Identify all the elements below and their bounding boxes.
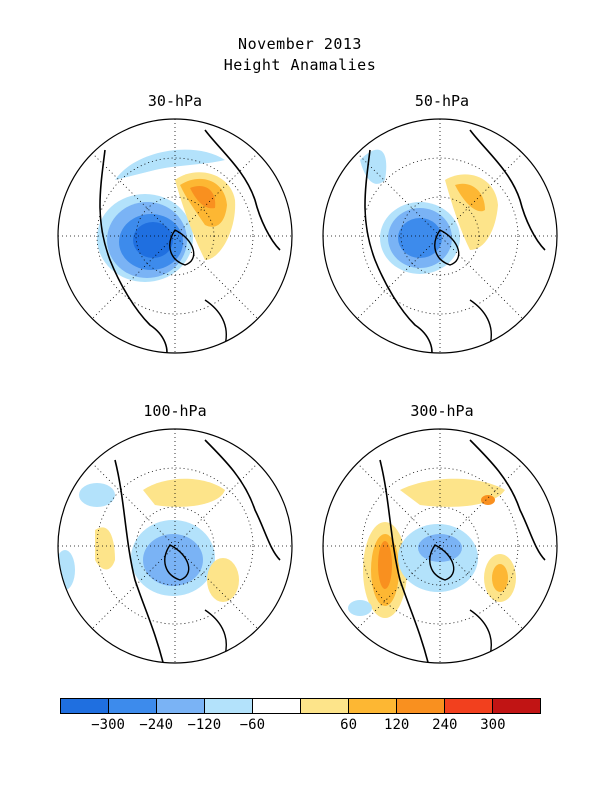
colorbar-segment [205, 699, 253, 713]
anomaly-fill [481, 495, 495, 505]
anomaly-fill [378, 541, 392, 589]
colorbar-tick-label: 240 [432, 717, 458, 733]
anomaly-fill [95, 527, 115, 570]
map-100hpa [57, 428, 293, 664]
anomaly-fill [115, 149, 225, 180]
anomaly-fill [398, 218, 442, 258]
colorbar-tick-label: 120 [384, 717, 410, 733]
colorbar-ticks: −300 −240 −120 −60 60 120 240 300 [60, 717, 541, 737]
panel-label-30hpa: 30-hPa [147, 92, 203, 110]
anomaly-fill [207, 558, 239, 602]
colorbar-segment [445, 699, 493, 713]
anomaly-fill [455, 183, 485, 212]
panel-label-100hpa: 100-hPa [143, 402, 207, 420]
colorbar-segment [109, 699, 157, 713]
colorbar-segment [301, 699, 349, 713]
colorbar-segment [493, 699, 540, 713]
colorbar-segment [157, 699, 205, 713]
map-30hpa [57, 118, 293, 354]
figure-subtitle: Height Anamalies [223, 56, 377, 74]
colorbar-segment [349, 699, 397, 713]
colorbar-segment [61, 699, 109, 713]
panel-label-50hpa: 50-hPa [414, 92, 470, 110]
colorbar-tick-label: 60 [340, 717, 358, 733]
colorbar-tick-label: −120 [187, 717, 222, 733]
colorbar-segment [397, 699, 445, 713]
panel-label-300hpa: 300-hPa [410, 402, 474, 420]
colorbar-tick-label: −300 [91, 717, 125, 733]
figure-title: November 2013 [238, 35, 362, 53]
colorbar-tick-label: −60 [239, 717, 266, 733]
anomaly-fill [190, 186, 216, 209]
map-300hpa [322, 428, 558, 664]
anomaly-fill [445, 174, 498, 250]
colorbar-tick-label: −240 [139, 717, 174, 733]
anomaly-fill [133, 222, 173, 258]
anomaly-fill [492, 564, 508, 592]
anomaly-fill [348, 600, 372, 616]
colorbar [60, 698, 541, 714]
anomaly-fill [143, 534, 203, 586]
colorbar-tick-label: 300 [480, 717, 506, 733]
colorbar-segment [253, 699, 301, 713]
anomaly-fill [79, 483, 115, 507]
anomaly-fill [400, 478, 505, 507]
map-50hpa [322, 118, 558, 354]
anomaly-fill [143, 478, 225, 507]
